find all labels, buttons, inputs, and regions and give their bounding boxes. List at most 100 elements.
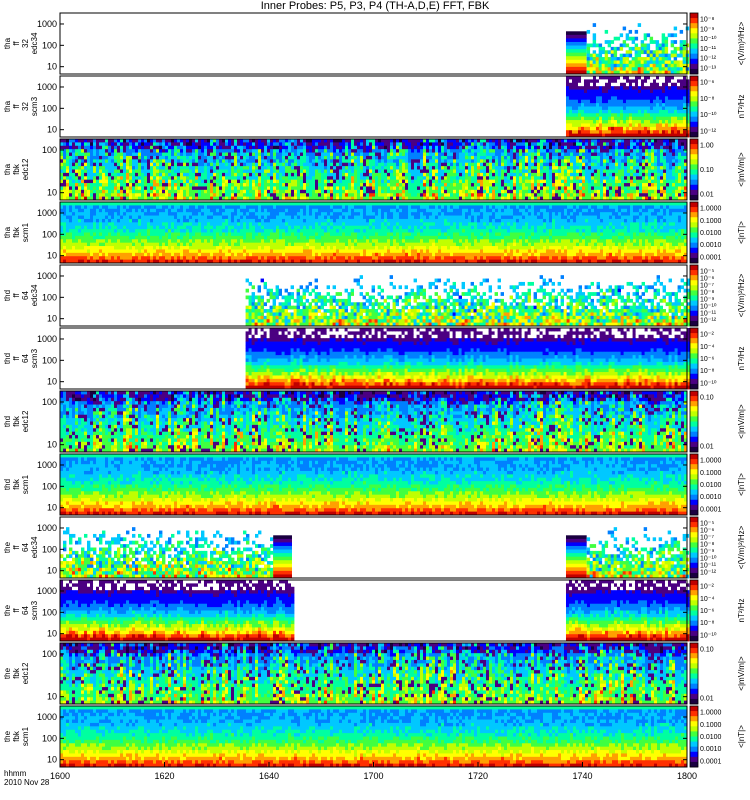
panel-8-ylabel-line: fbk bbox=[12, 478, 21, 490]
panel-12-ctick: 0.0100 bbox=[700, 734, 722, 741]
panel-4-ctick: 0.0010 bbox=[700, 242, 722, 249]
panel-9-ctick: 10⁻⁹ bbox=[700, 548, 714, 555]
panel-5-ylabel-line: ff bbox=[12, 293, 21, 298]
panel-10-ylabel-line: ff bbox=[12, 608, 21, 613]
panel-12-ylabel-line: the bbox=[3, 730, 12, 742]
panel-11-data bbox=[60, 643, 688, 705]
time-axis-label: hhmm bbox=[4, 769, 27, 778]
panel-8-ytick: 10 bbox=[47, 503, 57, 513]
spectrogram-panel-7: thd fbk edc12 100 10 0.10 0.01 <|mV/m|> bbox=[3, 390, 746, 453]
panel-4-ctick: 0.0100 bbox=[700, 230, 722, 237]
panel-3-ylabel-line: edc12 bbox=[21, 158, 30, 180]
panel-9-frame bbox=[59, 516, 688, 579]
panel-1-ylabel-line: 32 bbox=[21, 39, 30, 48]
panel-4-ytick: 10 bbox=[47, 251, 57, 261]
panel-9-ylabel-line: edc34 bbox=[30, 536, 39, 558]
panel-2-ctick: 10⁻¹² bbox=[700, 128, 717, 135]
panel-3-ctick: 1.00 bbox=[700, 143, 714, 150]
panel-11-ylabel-line: the bbox=[3, 667, 12, 679]
panel-6-ctick: 10⁻⁸ bbox=[700, 368, 714, 375]
panel-12-colorbar: 1.0000 0.1000 0.0100 0.0010 0.0001 <|nT|> bbox=[689, 705, 746, 768]
panel-9-ctick: 10⁻⁸ bbox=[700, 542, 714, 549]
panel-1-colorbar-label: <(V/m)²/Hz> bbox=[737, 21, 746, 65]
panel-1-ytick: 100 bbox=[42, 40, 57, 50]
panel-8-colorbar-label: <|nT|> bbox=[737, 473, 746, 496]
panel-4-colorbar: 1.0000 0.1000 0.0100 0.0010 0.0001 <|nT|> bbox=[689, 201, 746, 264]
panel-4-ctick: 0.0001 bbox=[700, 254, 722, 261]
panel-6-ylabel-line: ff bbox=[12, 356, 21, 361]
panel-11-colorbar: 0.10 0.01 <|mV/m|> bbox=[689, 642, 746, 705]
panel-8-ctick: 1.0000 bbox=[700, 458, 722, 465]
panel-6-ctick: 10⁻⁶ bbox=[700, 356, 714, 363]
panel-12-ctick: 1.0000 bbox=[700, 710, 722, 717]
panel-1-ylabel-line: tha bbox=[3, 37, 12, 49]
panel-8-frame bbox=[59, 453, 688, 516]
panel-5-colorbar-label: <(V/m)²/Hz> bbox=[737, 273, 746, 317]
plot-title: Inner Probes: P5, P3, P4 (TH-A,D,E) FFT,… bbox=[0, 0, 750, 12]
panel-2-ylabel-line: tha bbox=[3, 100, 12, 112]
panel-1-data bbox=[565, 23, 690, 75]
panel-4-ytick: 100 bbox=[42, 229, 57, 239]
panel-9-ytick: 100 bbox=[42, 544, 57, 554]
spectrogram-panel-1: tha ff 32 edc3410001001010⁻⁸10⁻⁹10⁻¹⁰10⁻¹¹1… bbox=[3, 12, 746, 75]
panel-1-ylabel-line: edc34 bbox=[30, 32, 39, 54]
panel-7-data bbox=[60, 391, 688, 453]
panel-10-colorbar-label: nT²/Hz bbox=[737, 599, 746, 623]
panel-6-ctick: 10⁻¹⁰ bbox=[700, 379, 717, 387]
panel-10-frame bbox=[59, 579, 688, 642]
panel-2-colorbar: 10⁻⁶ 10⁻⁸ 10⁻¹⁰ 10⁻¹² nT²/Hz bbox=[689, 75, 746, 138]
panel-10-ctick: 10⁻² bbox=[700, 584, 714, 591]
panel-10-colorbar: 10⁻² 10⁻⁴ 10⁻⁶ 10⁻⁸ 10⁻¹⁰ nT²/Hz bbox=[689, 579, 746, 642]
panel-8-colorbar: 1.0000 0.1000 0.0100 0.0010 0.0001 <|nT|> bbox=[689, 453, 746, 516]
panel-8-data bbox=[60, 454, 688, 516]
time-tick-label: 1800 bbox=[677, 771, 697, 781]
panel-2-ytick: 10 bbox=[47, 125, 57, 135]
panel-5-ctick: 10⁻⁶ bbox=[700, 276, 714, 283]
panel-9-ylabel-line: the bbox=[3, 541, 12, 553]
panel-5-ctick: 10⁻⁷ bbox=[700, 283, 714, 290]
spectrogram-panel-10: the ff 64 scm3 1000 100 10 10⁻² 10⁻⁴ 10⁻⁶ 10⁻⁸ 10⁻¹… bbox=[3, 579, 746, 642]
panel-5-ctick: 10⁻⁸ bbox=[700, 290, 714, 297]
panel-12-ytick: 1000 bbox=[37, 712, 57, 722]
panel-6-ytick: 100 bbox=[42, 355, 57, 365]
panel-11-ctick: 0.10 bbox=[700, 647, 714, 654]
panel-2-ylabel-line: 32 bbox=[21, 102, 30, 111]
panel-5-ctick: 10⁻¹⁰ bbox=[700, 302, 717, 310]
panel-3-ctick: 0.01 bbox=[700, 191, 714, 198]
panel-10-ytick: 1000 bbox=[37, 586, 57, 596]
panel-2-ytick: 100 bbox=[42, 103, 57, 113]
spectrogram-panel-11: the fbk edc12 100 10 0.10 0.01 <|mV/m|> bbox=[3, 642, 746, 705]
panel-3-ylabel-line: fbk bbox=[12, 163, 21, 175]
panel-7-frame bbox=[59, 390, 688, 453]
panel-3-ylabel-line: tha bbox=[3, 163, 12, 175]
panel-6-ylabel-line: scm3 bbox=[30, 348, 39, 368]
panel-1-ctick: 10⁻¹³ bbox=[700, 65, 717, 72]
panel-3-ctick: 0.10 bbox=[700, 167, 714, 174]
panel-7-ylabel-line: thd bbox=[3, 416, 12, 427]
panel-6-data bbox=[245, 328, 690, 390]
panel-3-data bbox=[60, 139, 688, 201]
panel-9-ctick: 10⁻¹⁰ bbox=[700, 554, 717, 562]
panel-6-ctick: 10⁻⁴ bbox=[700, 344, 715, 351]
panel-10-ctick: 10⁻⁴ bbox=[700, 596, 715, 603]
panel-9-data bbox=[60, 527, 690, 579]
panel-9-ctick: 10⁻¹¹ bbox=[700, 562, 717, 569]
panel-8-ytick: 1000 bbox=[37, 460, 57, 470]
panel-3-frame bbox=[59, 138, 688, 201]
panel-12-data bbox=[60, 706, 688, 768]
panel-10-ctick: 10⁻¹⁰ bbox=[700, 631, 717, 639]
panel-4-ctick: 1.0000 bbox=[700, 206, 722, 213]
panel-5-ylabel-line: 64 bbox=[21, 291, 30, 300]
panel-5-ytick: 10 bbox=[47, 314, 57, 324]
time-tick-label: 1700 bbox=[363, 771, 383, 781]
panel-5-ctick: 10⁻⁵ bbox=[700, 269, 714, 276]
panel-6-ylabel-line: thd bbox=[3, 353, 12, 364]
panel-8-ytick: 100 bbox=[42, 481, 57, 491]
panel-5-ytick: 1000 bbox=[37, 271, 57, 281]
panel-11-ctick: 0.01 bbox=[700, 695, 714, 702]
panel-1-ytick: 10 bbox=[47, 62, 57, 72]
panel-10-ylabel-line: scm3 bbox=[30, 600, 39, 620]
panel-12-ctick: 0.1000 bbox=[700, 722, 722, 729]
panel-7-colorbar-label: <|mV/m|> bbox=[737, 404, 746, 439]
